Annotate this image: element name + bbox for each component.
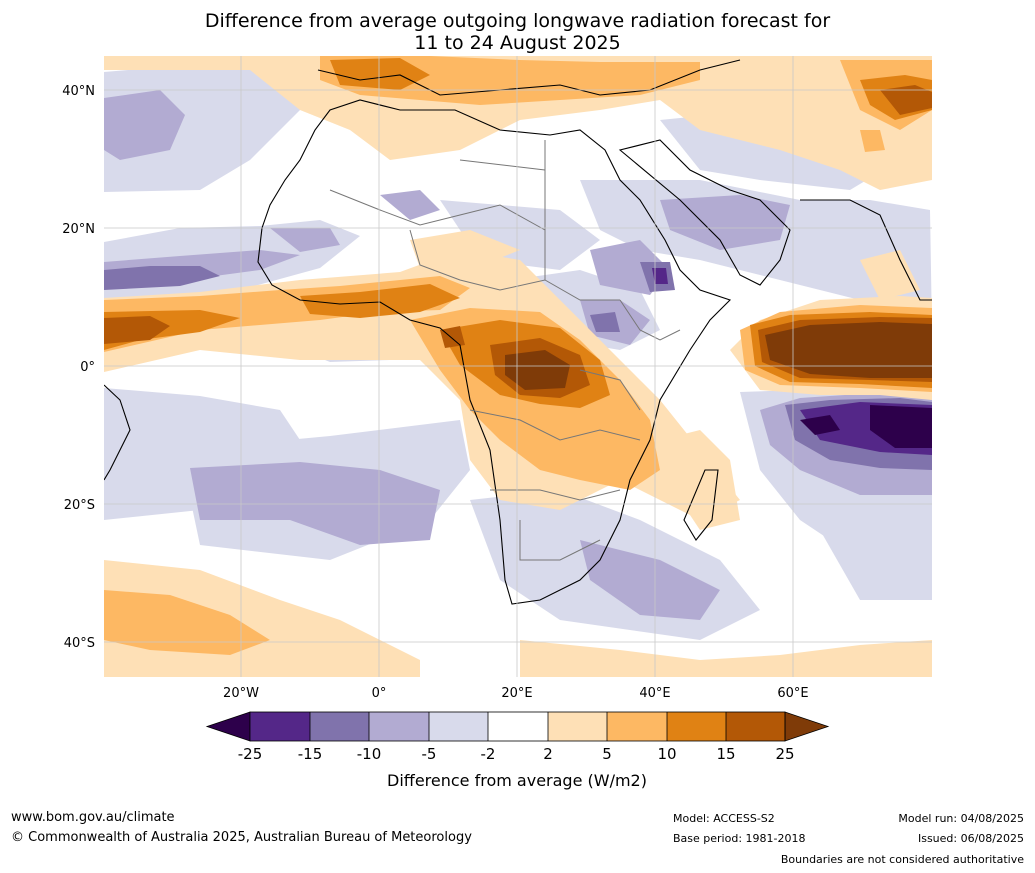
lat-label-40n: 40°N — [62, 84, 95, 99]
footer-website: www.bom.gov.au/climate — [11, 810, 175, 825]
colorbar-segment — [488, 712, 548, 741]
lat-label-20s: 20°S — [64, 498, 95, 513]
title-line-2: 11 to 24 August 2025 — [414, 32, 621, 54]
footer-disclaimer: Boundaries are not considered authoritat… — [780, 853, 1024, 866]
colorbar-tick: -25 — [238, 745, 263, 763]
colorbar-tick: -10 — [357, 745, 382, 763]
lon-label-20e: 20°E — [501, 686, 532, 701]
lat-label-0: 0° — [80, 360, 95, 375]
colorbar-tick: 5 — [602, 745, 612, 763]
anomaly-darkest-purple — [800, 405, 932, 448]
lat-label-20n: 20°N — [62, 222, 95, 237]
colorbar-tick: -5 — [422, 745, 437, 763]
colorbar-segment — [726, 712, 785, 741]
colorbar-segment — [548, 712, 607, 741]
footer-copyright: © Commonwealth of Australia 2025, Austra… — [11, 830, 472, 845]
colorbar: -25 -15 -10 -5 -2 2 5 10 15 25 Differenc… — [205, 711, 830, 790]
colorbar-tick: 15 — [716, 745, 735, 763]
footer-model-run: Model run: 04/08/2025 — [898, 812, 1024, 825]
title-line-1: Difference from average outgoing longwav… — [204, 10, 831, 32]
lon-label-20w: 20°W — [223, 686, 259, 701]
gridlines — [104, 56, 932, 677]
colorbar-segment — [310, 712, 369, 741]
colorbar-label: Difference from average (W/m2) — [387, 771, 647, 790]
map-figure: 40°N 20°N 0° 20°S 40°S 20°W 0° 20°E 40°E… — [62, 56, 932, 790]
colorbar-tick: 10 — [657, 745, 676, 763]
colorbar-tick: -2 — [481, 745, 496, 763]
footer-base-period: Base period: 1981-2018 — [673, 832, 806, 845]
lon-label-60e: 60°E — [777, 686, 808, 701]
colorbar-tick: 2 — [543, 745, 553, 763]
lat-label-40s: 40°S — [64, 636, 95, 651]
colorbar-tick: -15 — [298, 745, 323, 763]
lon-label-40e: 40°E — [639, 686, 670, 701]
coastlines — [104, 59, 932, 605]
country-boundaries — [329, 140, 681, 561]
footer-issued: Issued: 06/08/2025 — [917, 832, 1024, 845]
colorbar-segment — [369, 712, 429, 741]
map-title: Difference from average outgoing longwav… — [0, 10, 1035, 54]
colorbar-segment — [250, 712, 310, 741]
colorbar-max-arrow — [784, 711, 830, 742]
map-area — [104, 56, 932, 677]
footer-model: Model: ACCESS-S2 — [673, 812, 775, 825]
colorbar-min-arrow — [205, 711, 251, 742]
colorbar-segment — [429, 712, 488, 741]
colorbar-segment — [667, 712, 726, 741]
anomaly-darkest-brown — [505, 322, 932, 390]
colorbar-segment — [607, 712, 667, 741]
lon-label-0: 0° — [372, 686, 387, 701]
colorbar-tick: 25 — [775, 745, 794, 763]
